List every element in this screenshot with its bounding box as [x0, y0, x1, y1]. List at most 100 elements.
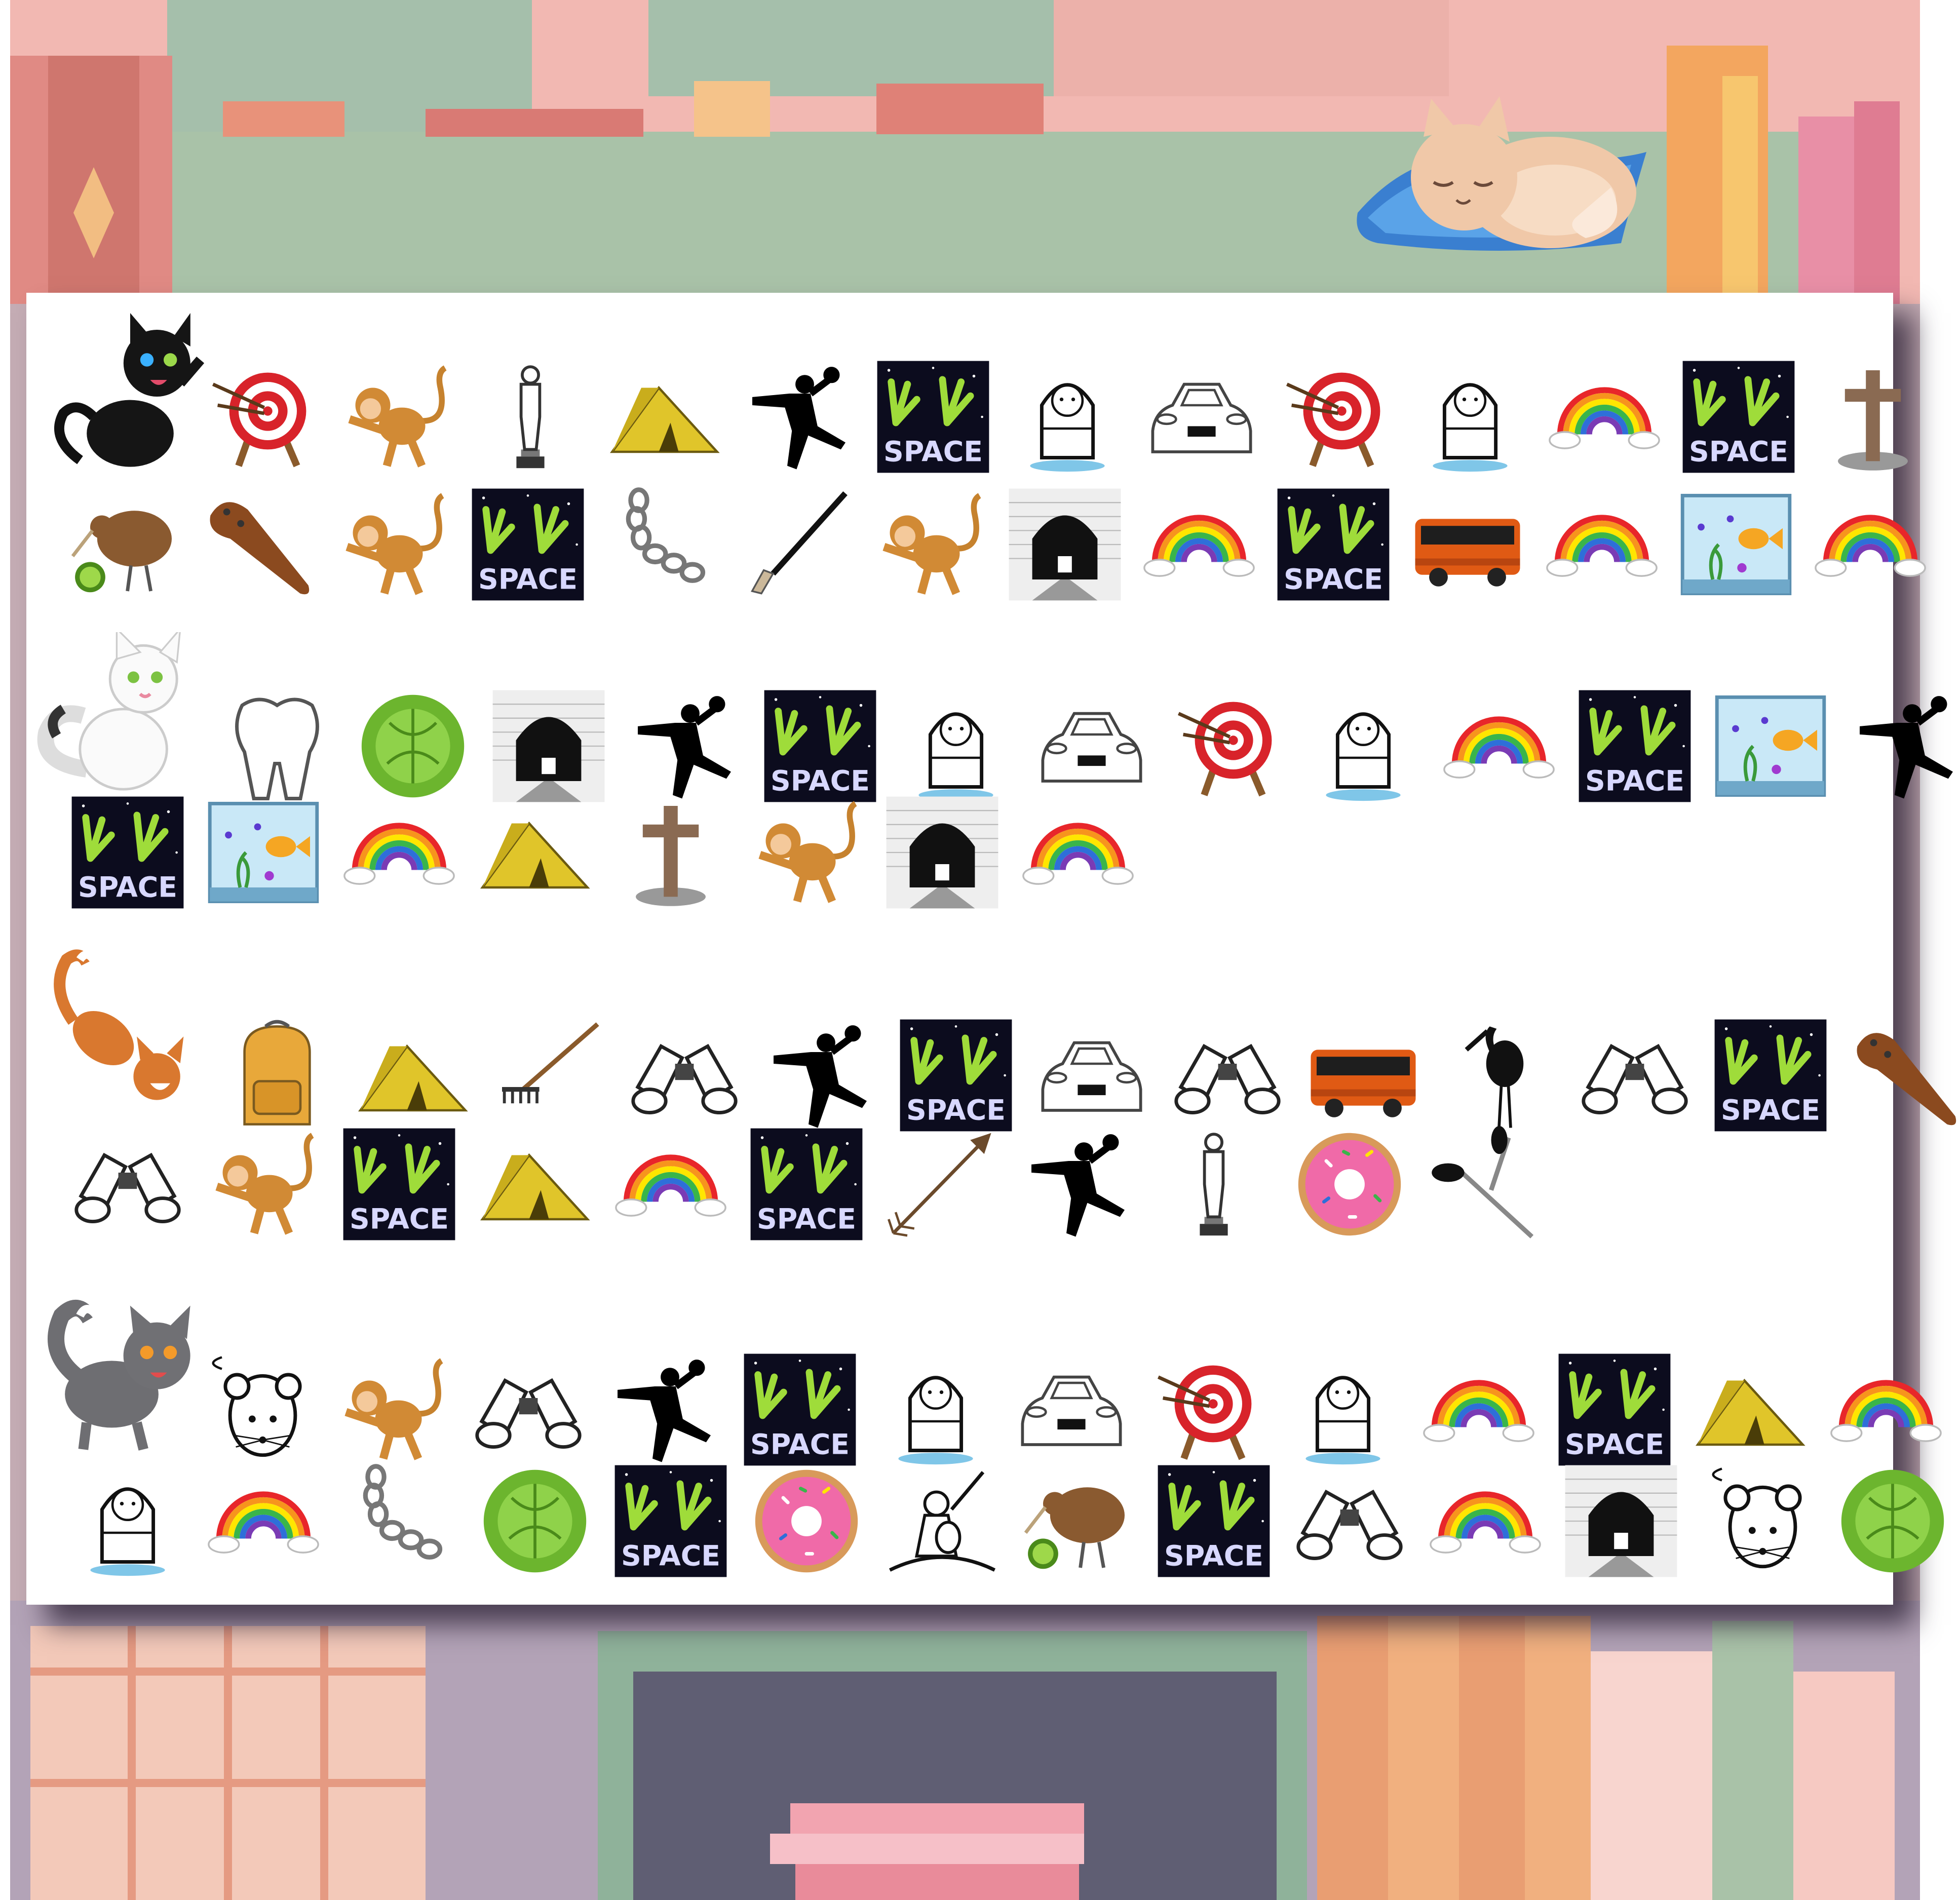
rake-icon [490, 1017, 607, 1134]
binoculars-icon [69, 1126, 186, 1243]
space-icon [1577, 688, 1693, 804]
space-icon [1712, 1017, 1829, 1134]
kiwi-icon [1020, 1463, 1136, 1579]
eskimo-icon [898, 688, 1014, 804]
eskimo-icon [1285, 1351, 1401, 1468]
tent-icon [355, 1017, 471, 1134]
binoculars-icon [470, 1351, 587, 1468]
tent-icon [477, 794, 593, 911]
tunnel-icon [490, 688, 607, 804]
eskimo-icon [1009, 359, 1126, 475]
mouse-icon [1699, 1463, 1815, 1579]
tunnel-icon [1007, 486, 1123, 603]
space-icon [1275, 486, 1392, 603]
target-icon [1278, 359, 1394, 475]
black-cat-avatar [47, 313, 214, 480]
rainbow-icon [612, 1126, 729, 1243]
tooth-icon [219, 688, 335, 804]
monkey-icon [205, 1126, 322, 1243]
cross-icon [1815, 359, 1931, 475]
binoculars-icon [1577, 1017, 1693, 1134]
orange-cat-avatar [36, 946, 204, 1113]
space-icon [470, 486, 586, 603]
target-icon [1169, 688, 1286, 804]
player-icon [762, 1017, 878, 1134]
rainbow-icon [1828, 1351, 1944, 1468]
brush-icon [738, 486, 855, 603]
cabbage-icon [477, 1463, 593, 1579]
space-icon [612, 1463, 729, 1579]
player-icon [606, 1351, 722, 1468]
target-icon [1149, 1351, 1265, 1468]
donut-icon [1291, 1126, 1408, 1243]
monkey-icon [748, 794, 865, 911]
player-icon [626, 688, 743, 804]
binoculars-icon [626, 1017, 743, 1134]
binoculars-icon [1291, 1463, 1408, 1579]
monkey-icon [338, 359, 454, 475]
chain-icon [341, 1463, 457, 1579]
rainbow-icon [1420, 1351, 1537, 1468]
binoculars-icon [1169, 1017, 1286, 1134]
bus-icon [1305, 1017, 1421, 1134]
sleeping-cat-decoration [1357, 96, 1646, 251]
knight-icon [884, 1463, 1001, 1579]
space-icon [341, 1126, 457, 1243]
rainbow-icon [1020, 794, 1136, 911]
space-icon [1156, 1463, 1272, 1579]
monkey-icon [335, 486, 452, 603]
space-icon [762, 688, 878, 804]
rainbow-icon [1546, 359, 1663, 475]
player-icon [1848, 688, 1960, 804]
monkey-icon [872, 486, 989, 603]
club-icon [201, 486, 318, 603]
aquarium-icon [1678, 486, 1794, 603]
game-card [26, 293, 1893, 1605]
target-icon [204, 359, 320, 475]
aquarium-icon [205, 794, 322, 911]
white-cat-avatar [36, 626, 204, 799]
player-icon [1020, 1126, 1136, 1243]
car-icon [1033, 1017, 1150, 1134]
tent-icon [477, 1126, 593, 1243]
aquarium-icon [1712, 688, 1829, 804]
donut-icon [748, 1463, 865, 1579]
cross-icon [612, 794, 729, 911]
monkey-icon [334, 1351, 451, 1468]
scissors-icon [1427, 1126, 1544, 1243]
car-icon [1033, 688, 1150, 804]
cabbage-icon [1834, 1463, 1951, 1579]
space-icon [69, 794, 186, 911]
bus-icon [1409, 486, 1526, 603]
arrow-icon [884, 1126, 1001, 1243]
kiwi-icon [67, 486, 183, 603]
rainbow-icon [1427, 1463, 1544, 1579]
player-icon [741, 359, 857, 475]
tent-icon [606, 359, 723, 475]
club-icon [1848, 1017, 1960, 1134]
car-icon [1013, 1351, 1130, 1468]
space-icon [898, 1017, 1014, 1134]
car-icon [1143, 359, 1260, 475]
rainbow-icon [1441, 688, 1557, 804]
eskimo-icon [1305, 688, 1421, 804]
mouse-icon [199, 1351, 315, 1468]
tent-icon [1692, 1351, 1809, 1468]
trophy-icon [1156, 1126, 1272, 1243]
backpack-icon [219, 1017, 335, 1134]
rainbow-icon [1544, 486, 1660, 603]
space-icon [748, 1126, 865, 1243]
chain-icon [604, 486, 720, 603]
stork-icon [1441, 1017, 1557, 1134]
cabbage-icon [355, 688, 471, 804]
rainbow-icon [341, 794, 457, 911]
space-icon [742, 1351, 858, 1468]
space-icon [1680, 359, 1797, 475]
tunnel-icon [1563, 1463, 1679, 1579]
rainbow-icon [1141, 486, 1257, 603]
rainbow-icon [205, 1463, 322, 1579]
eskimo-icon [1412, 359, 1528, 475]
eskimo-icon [69, 1463, 186, 1579]
space-icon [875, 359, 991, 475]
trophy-icon [472, 359, 589, 475]
